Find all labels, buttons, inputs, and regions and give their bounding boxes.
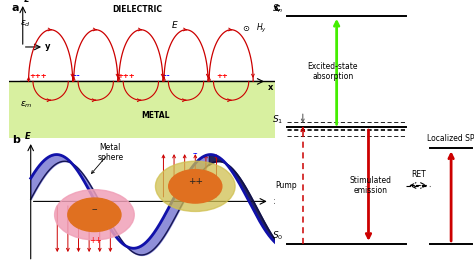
Circle shape <box>68 198 121 232</box>
Text: b: b <box>12 135 20 145</box>
Text: ++: ++ <box>188 177 203 186</box>
Text: $S_n$: $S_n$ <box>272 2 283 15</box>
Text: $\varepsilon_d$: $\varepsilon_d$ <box>20 18 31 29</box>
Text: Stimulated
emission: Stimulated emission <box>349 176 392 195</box>
Text: $H_y$: $H_y$ <box>256 22 267 35</box>
Text: E: E <box>25 132 31 141</box>
Text: Localized SP: Localized SP <box>428 134 474 143</box>
Text: c: c <box>274 3 281 13</box>
Circle shape <box>169 170 222 203</box>
Text: ++: ++ <box>217 73 228 79</box>
Text: Pump: Pump <box>275 181 297 190</box>
Text: $S_1$: $S_1$ <box>272 113 283 126</box>
Text: RET: RET <box>411 170 426 179</box>
Text: +++: +++ <box>29 73 47 79</box>
Circle shape <box>55 190 134 240</box>
Text: $E$: $E$ <box>172 19 179 30</box>
Text: --: -- <box>91 205 98 214</box>
Text: DIELECTRIC: DIELECTRIC <box>112 5 162 14</box>
Text: x: x <box>268 83 273 92</box>
Text: $S_0$: $S_0$ <box>272 230 283 242</box>
Text: ++: ++ <box>90 236 102 245</box>
Text: --: -- <box>192 149 198 158</box>
Text: $\varepsilon_m$: $\varepsilon_m$ <box>20 99 33 110</box>
Text: Metal
sphere: Metal sphere <box>97 143 123 162</box>
Text: x: x <box>273 197 279 206</box>
Text: +++: +++ <box>117 73 135 79</box>
Text: ---: --- <box>72 73 81 79</box>
Text: y: y <box>46 42 51 51</box>
Bar <box>9 81 275 138</box>
Text: a: a <box>12 3 19 13</box>
Text: Excited-state
absorption: Excited-state absorption <box>308 62 358 81</box>
Text: ---: --- <box>162 73 171 79</box>
Text: z: z <box>24 0 29 3</box>
Text: $\odot$: $\odot$ <box>242 24 250 33</box>
Text: METAL: METAL <box>141 111 170 120</box>
Circle shape <box>155 161 235 211</box>
